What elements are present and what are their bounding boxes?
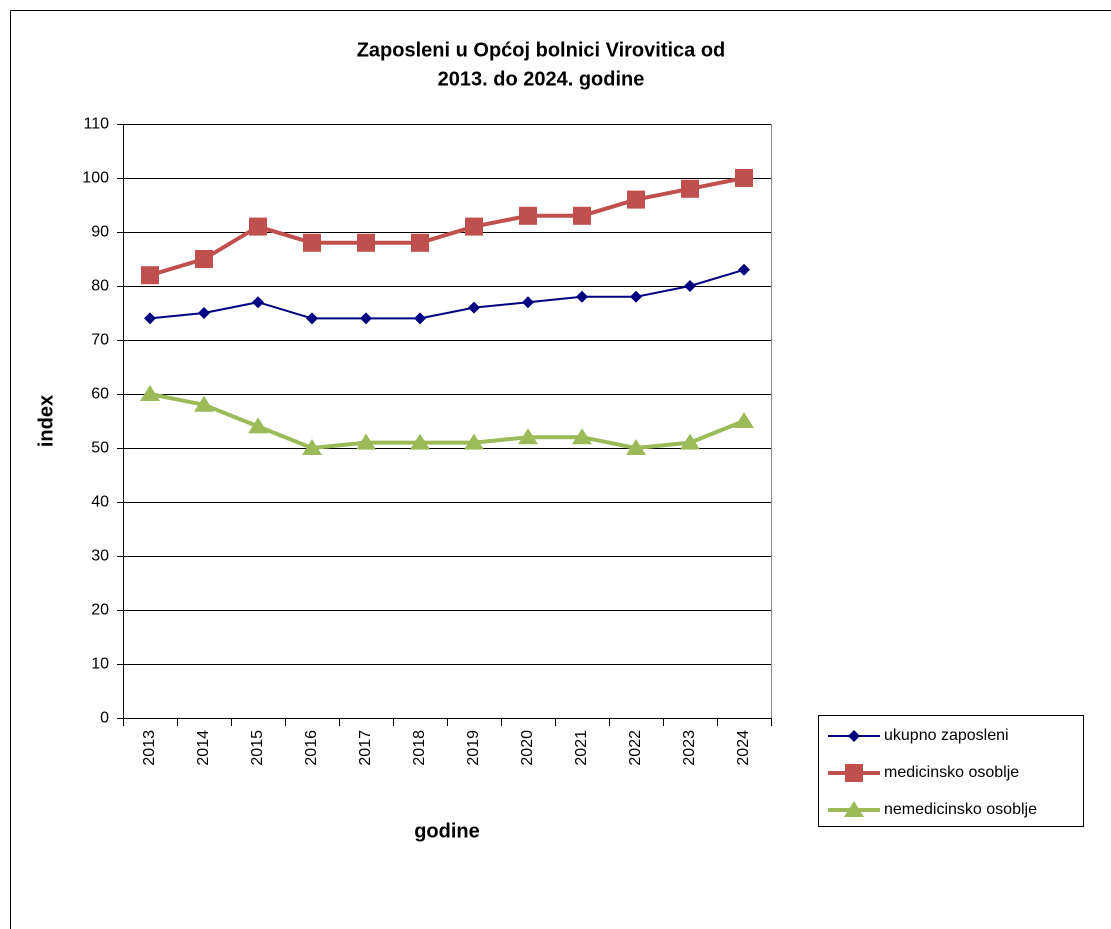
marker <box>357 233 375 252</box>
marker <box>195 250 213 268</box>
legend-label: medicinsko osoblje <box>884 764 1019 781</box>
y-axis-title: index <box>35 395 57 447</box>
marker <box>573 206 591 225</box>
x-tick-label: 2015 <box>249 730 266 766</box>
marker <box>249 217 267 236</box>
marker <box>627 190 645 209</box>
x-tick-label: 2013 <box>141 730 158 766</box>
marker <box>464 433 484 450</box>
marker <box>522 296 534 309</box>
legend-label: ukupno zaposleni <box>884 727 1009 744</box>
marker <box>248 417 268 434</box>
marker <box>518 428 538 445</box>
chart-title: 2013. do 2024. godine <box>438 68 645 90</box>
y-tick-label: 110 <box>83 116 109 133</box>
y-tick-label: 10 <box>91 656 109 673</box>
y-tick-label: 70 <box>91 332 109 349</box>
marker <box>735 169 753 187</box>
marker <box>306 312 318 325</box>
marker <box>734 412 754 428</box>
marker <box>194 395 214 412</box>
y-tick-label: 20 <box>91 602 109 619</box>
marker <box>845 764 863 782</box>
marker <box>844 801 864 817</box>
marker <box>680 433 700 450</box>
x-tick-label: 2016 <box>303 730 320 766</box>
marker <box>519 206 537 225</box>
x-tick-label: 2024 <box>735 730 752 766</box>
y-tick-label: 30 <box>91 548 109 565</box>
x-tick-label: 2023 <box>681 730 698 766</box>
legend-label: nemedicinsko osoblje <box>884 801 1037 818</box>
marker <box>465 217 483 236</box>
x-axis-title: godine <box>414 820 480 842</box>
marker <box>303 233 321 252</box>
x-tick-label: 2019 <box>465 730 482 766</box>
marker <box>140 385 160 401</box>
marker <box>144 312 156 325</box>
marker <box>576 290 588 303</box>
marker <box>356 433 376 450</box>
y-tick-label: 40 <box>91 494 109 511</box>
marker <box>468 301 480 314</box>
marker <box>681 179 699 198</box>
series-line <box>149 392 745 450</box>
marker <box>141 266 159 285</box>
y-tick-label: 80 <box>91 278 109 295</box>
marker <box>630 290 642 303</box>
marker <box>848 730 860 742</box>
marker <box>626 439 646 455</box>
marker <box>252 296 264 309</box>
marker <box>411 233 429 252</box>
marker <box>410 433 430 450</box>
marker <box>738 263 750 276</box>
marker <box>684 280 696 292</box>
x-tick-label: 2017 <box>357 730 374 766</box>
x-tick-label: 2022 <box>627 730 644 766</box>
marker <box>572 428 592 445</box>
marker <box>414 312 426 325</box>
x-tick-label: 2020 <box>519 730 536 766</box>
marker <box>198 307 210 319</box>
y-tick-label: 60 <box>91 386 109 403</box>
marker <box>360 312 372 325</box>
x-tick-label: 2018 <box>411 730 428 766</box>
chart-title: Zaposleni u Općoj bolnici Virovitica od <box>357 39 726 61</box>
series-line <box>149 268 745 320</box>
marker <box>302 439 322 455</box>
y-tick-label: 90 <box>91 224 109 241</box>
y-tick-label: 100 <box>82 170 109 187</box>
x-tick-label: 2014 <box>195 730 212 766</box>
y-tick-label: 50 <box>91 440 109 457</box>
y-tick-label: 0 <box>100 710 109 727</box>
x-tick-label: 2021 <box>573 730 590 766</box>
